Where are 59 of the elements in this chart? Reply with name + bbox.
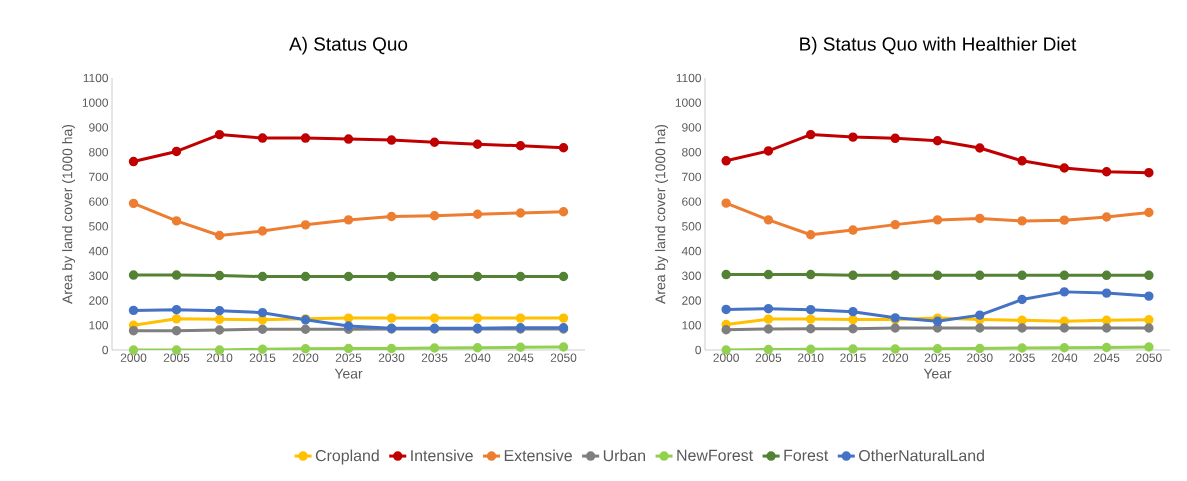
y-tick-label: 900 bbox=[89, 123, 109, 132]
y-tick-label: 100 bbox=[682, 321, 702, 330]
y-tick-label: 500 bbox=[682, 222, 702, 231]
x-tick-label: 2045 bbox=[1093, 353, 1120, 362]
y-tick-label: 400 bbox=[681, 246, 702, 256]
x-tick-label: 2000 bbox=[120, 353, 147, 362]
x-tick-label: 2005 bbox=[755, 353, 782, 362]
x-tick-label: 2045 bbox=[507, 353, 534, 362]
y-tick-label: 700 bbox=[89, 172, 109, 182]
y-axis-title: Area by land cover (1000 ha) bbox=[62, 124, 76, 304]
legend-label: Forest bbox=[784, 449, 829, 461]
x-axis-title: Year bbox=[334, 368, 363, 379]
legend-label: Intensive bbox=[411, 449, 473, 462]
chart-title: B) Status Quo with Healthier Diet bbox=[800, 36, 1077, 55]
x-tick-label: 2025 bbox=[335, 353, 362, 362]
x-tick-label: 2050 bbox=[550, 353, 577, 362]
y-tick-label: 200 bbox=[89, 296, 109, 305]
x-tick-label: 2050 bbox=[1136, 353, 1162, 362]
x-tick-label: 2035 bbox=[1009, 353, 1035, 362]
y-tick-label: 600 bbox=[682, 197, 702, 206]
x-tick-label: 2000 bbox=[713, 353, 739, 362]
x-tick-label: 2020 bbox=[292, 353, 319, 362]
y-tick-label: 1000 bbox=[82, 98, 109, 107]
y-tick-label: 700 bbox=[682, 172, 702, 182]
y-axis-title: Area by land cover (1000 ha) bbox=[655, 124, 669, 304]
chart-title: A) Status Quo bbox=[289, 36, 408, 55]
x-tick-label: 2040 bbox=[464, 353, 491, 362]
legend-label: Urban bbox=[603, 449, 646, 462]
y-tick-label: 100 bbox=[89, 321, 109, 330]
x-tick-label: 2005 bbox=[163, 353, 190, 362]
y-tick-label: 300 bbox=[682, 271, 702, 281]
legend-label: NewForest bbox=[677, 449, 753, 461]
x-tick-label: 2015 bbox=[840, 353, 866, 362]
y-tick-label: 800 bbox=[682, 147, 702, 157]
y-tick-label: 600 bbox=[89, 197, 109, 206]
y-tick-label: 1100 bbox=[676, 73, 702, 83]
legend-label: Cropland bbox=[315, 449, 379, 465]
y-tick-label: 0 bbox=[695, 345, 702, 355]
x-tick-label: 2010 bbox=[797, 353, 824, 362]
x-tick-label: 2040 bbox=[1051, 353, 1078, 362]
x-tick-label: 2030 bbox=[967, 353, 993, 362]
y-tick-label: 400 bbox=[88, 246, 109, 256]
x-tick-label: 2035 bbox=[421, 353, 448, 362]
x-axis-title: Year bbox=[923, 368, 952, 379]
y-tick-label: 300 bbox=[89, 271, 109, 281]
x-tick-label: 2020 bbox=[882, 353, 909, 362]
y-tick-label: 500 bbox=[89, 222, 109, 231]
y-tick-label: 1000 bbox=[675, 98, 702, 107]
y-tick-label: 900 bbox=[682, 123, 702, 132]
y-tick-label: 0 bbox=[102, 345, 109, 355]
x-tick-label: 2025 bbox=[924, 353, 951, 362]
legend-label: OtherNaturalLand bbox=[859, 449, 984, 462]
x-tick-label: 2015 bbox=[249, 353, 276, 362]
y-tick-label: 200 bbox=[682, 296, 702, 305]
y-tick-label: 800 bbox=[89, 147, 109, 157]
y-tick-label: 1100 bbox=[83, 73, 109, 83]
legend-label: Extensive bbox=[504, 449, 572, 462]
x-tick-label: 2010 bbox=[206, 353, 233, 362]
x-tick-label: 2030 bbox=[378, 353, 405, 362]
